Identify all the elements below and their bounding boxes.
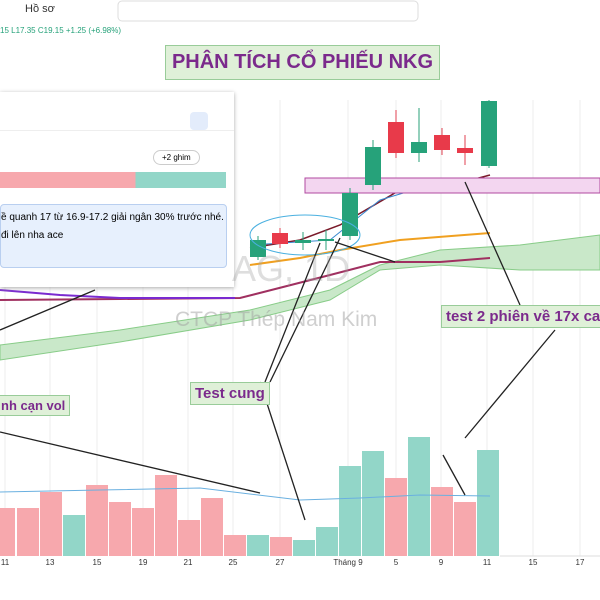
x-tick-label: 17 <box>575 558 585 567</box>
ohlc-close: C19.15 <box>37 26 64 35</box>
ohlc-prefix: 15 <box>0 26 9 35</box>
message-bubble: ề quanh 17 từ 16.9-17.2 giải ngân 30% tr… <box>0 204 227 268</box>
x-tick-label: 27 <box>275 558 285 567</box>
ohlc-info: 15 L17.35 C19.15 +1.25 (+6.98%) <box>0 26 121 35</box>
volume <box>0 437 499 556</box>
arrows <box>0 181 556 521</box>
ohlc-low: L17.35 <box>11 26 36 35</box>
profile-dropdown[interactable]: Hồ sơ <box>25 3 55 15</box>
ma-line <box>0 289 235 299</box>
message-line: đi lên nha ace <box>1 230 64 241</box>
message-line: ề quanh 17 từ 16.9-17.2 giải ngân 30% tr… <box>1 212 224 223</box>
support-zone <box>304 177 600 194</box>
x-tick-label: 21 <box>183 558 193 567</box>
x-tick-label: 15 <box>528 558 538 567</box>
x-tick-label: 25 <box>228 558 238 567</box>
watermark-company: CTCP Thép Nam Kim <box>175 308 378 331</box>
drawing-toolbar[interactable] <box>117 0 419 22</box>
x-tick-label: 5 <box>393 558 399 567</box>
cloud <box>0 234 600 361</box>
divider <box>0 130 234 131</box>
x-tick-label: 11 <box>0 558 10 567</box>
annotation: test 2 phiên về 17x ca <box>441 305 600 328</box>
chart-title: PHÂN TÍCH CỔ PHIẾU NKG <box>165 45 440 80</box>
ohlc-change: +1.25 (+6.98%) <box>65 26 122 35</box>
volume-ma <box>0 487 491 501</box>
annotation: nh cạn vol <box>0 395 71 416</box>
x-tick-label: 19 <box>138 558 148 567</box>
x-tick-label: Tháng 9 <box>333 558 363 567</box>
search-button[interactable] <box>190 112 208 130</box>
chat-panel: +2 ghim ề quanh 17 từ 16.9-17.2 giải ngâ… <box>0 92 234 287</box>
x-tick-label: 13 <box>45 558 55 567</box>
x-tick-label: 15 <box>92 558 102 567</box>
annotation: Test cung <box>190 382 270 405</box>
pins-button[interactable]: +2 ghim <box>153 150 200 165</box>
watermark-symbol: AG, 1D <box>232 248 351 289</box>
highlight-ellipse <box>249 214 361 256</box>
x-tick-label: 9 <box>438 558 444 567</box>
x-tick-label: 11 <box>482 558 492 567</box>
mini-chart <box>0 172 226 188</box>
candles <box>250 100 497 260</box>
